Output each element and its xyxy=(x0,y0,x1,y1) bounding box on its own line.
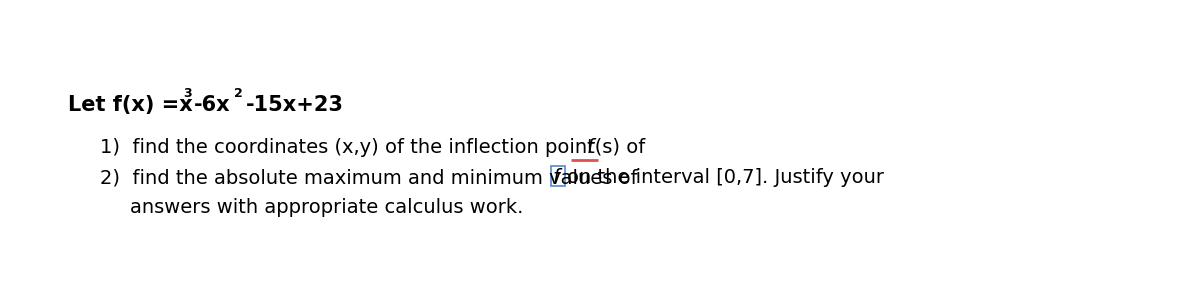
Text: Let f(x) =x: Let f(x) =x xyxy=(68,95,193,115)
Text: 2)  find the absolute maximum and minimum values of: 2) find the absolute maximum and minimum… xyxy=(100,168,644,187)
Bar xyxy=(551,166,565,186)
Text: f: f xyxy=(587,138,594,157)
Text: f: f xyxy=(553,168,560,187)
Text: -6x: -6x xyxy=(194,95,230,115)
Text: answers with appropriate calculus work.: answers with appropriate calculus work. xyxy=(130,198,523,217)
Text: 3: 3 xyxy=(182,87,192,100)
Text: 2: 2 xyxy=(234,87,242,100)
Text: on the interval [0,7]. Justify your: on the interval [0,7]. Justify your xyxy=(568,168,884,187)
Text: -15x+23: -15x+23 xyxy=(246,95,344,115)
Text: 1)  find the coordinates (x,y) of the inflection point(s) of: 1) find the coordinates (x,y) of the inf… xyxy=(100,138,652,157)
